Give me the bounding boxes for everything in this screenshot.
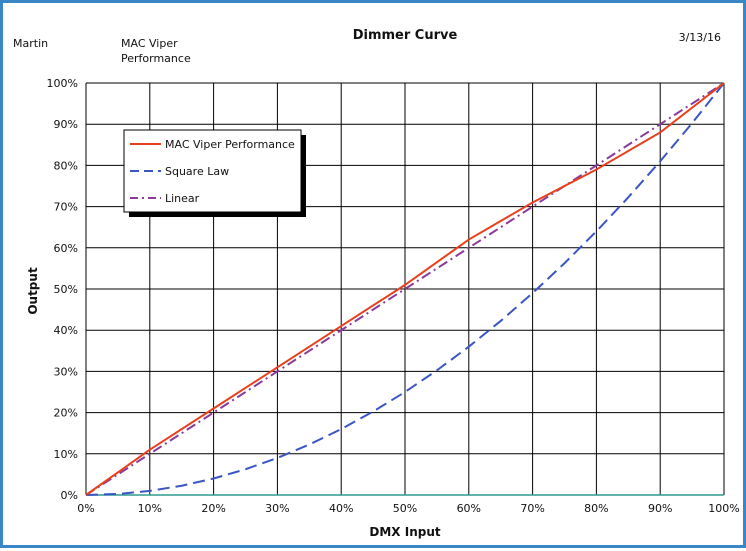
chart-title: Dimmer Curve — [353, 28, 458, 43]
y-tick-label: 70% — [54, 201, 78, 214]
x-tick-label: 80% — [584, 502, 608, 515]
x-tick-label: 0% — [77, 502, 94, 515]
x-tick-label: 30% — [265, 502, 289, 515]
y-tick-label: 90% — [54, 118, 78, 131]
legend-label-linear: Linear — [165, 192, 200, 205]
y-tick-label: 50% — [54, 283, 78, 296]
x-tick-label: 60% — [457, 502, 481, 515]
y-tick-label: 40% — [54, 324, 78, 337]
x-tick-label: 10% — [138, 502, 162, 515]
x-tick-labels: 0% 10% 20% 30% 40% 50% 60% 70% 80% 90% 100% — [77, 502, 739, 515]
x-tick-label: 20% — [201, 502, 225, 515]
y-axis-label: Output — [26, 267, 40, 315]
y-tick-labels: 0% 10% 20% 30% 40% 50% 60% 70% 80% 90% 100% — [47, 77, 78, 502]
header-model-line1: MAC Viper — [121, 37, 178, 50]
x-tick-label: 50% — [393, 502, 417, 515]
dimmer-curve-chart: Martin MAC Viper Performance Dimmer Curv… — [13, 28, 740, 539]
x-axis-label: DMX Input — [369, 525, 440, 539]
x-tick-label: 40% — [329, 502, 353, 515]
series-line-linear — [85, 82, 725, 496]
y-tick-label: 30% — [54, 365, 78, 378]
y-tick-label: 60% — [54, 242, 78, 255]
series-group — [85, 82, 725, 496]
x-tick-label: 70% — [520, 502, 544, 515]
header-manufacturer: Martin — [13, 37, 48, 50]
legend-label-mac-viper-performance: MAC Viper Performance — [165, 138, 295, 151]
y-tick-label: 20% — [54, 407, 78, 420]
legend-label-square-law: Square Law — [165, 165, 229, 178]
series-line-mac-viper-performance — [85, 82, 725, 496]
x-tick-label: 100% — [708, 502, 739, 515]
grid-lines — [85, 82, 725, 496]
header-model-line2: Performance — [121, 52, 191, 65]
y-tick-label: 0% — [61, 489, 78, 502]
y-tick-label: 100% — [47, 77, 78, 90]
y-tick-label: 80% — [54, 159, 78, 172]
y-tick-label: 10% — [54, 448, 78, 461]
x-tick-label: 90% — [648, 502, 672, 515]
header-date: 3/13/16 — [679, 31, 721, 44]
legend: MAC Viper Performance Square Law Linear — [123, 129, 306, 217]
series-line-square-law — [85, 82, 725, 496]
